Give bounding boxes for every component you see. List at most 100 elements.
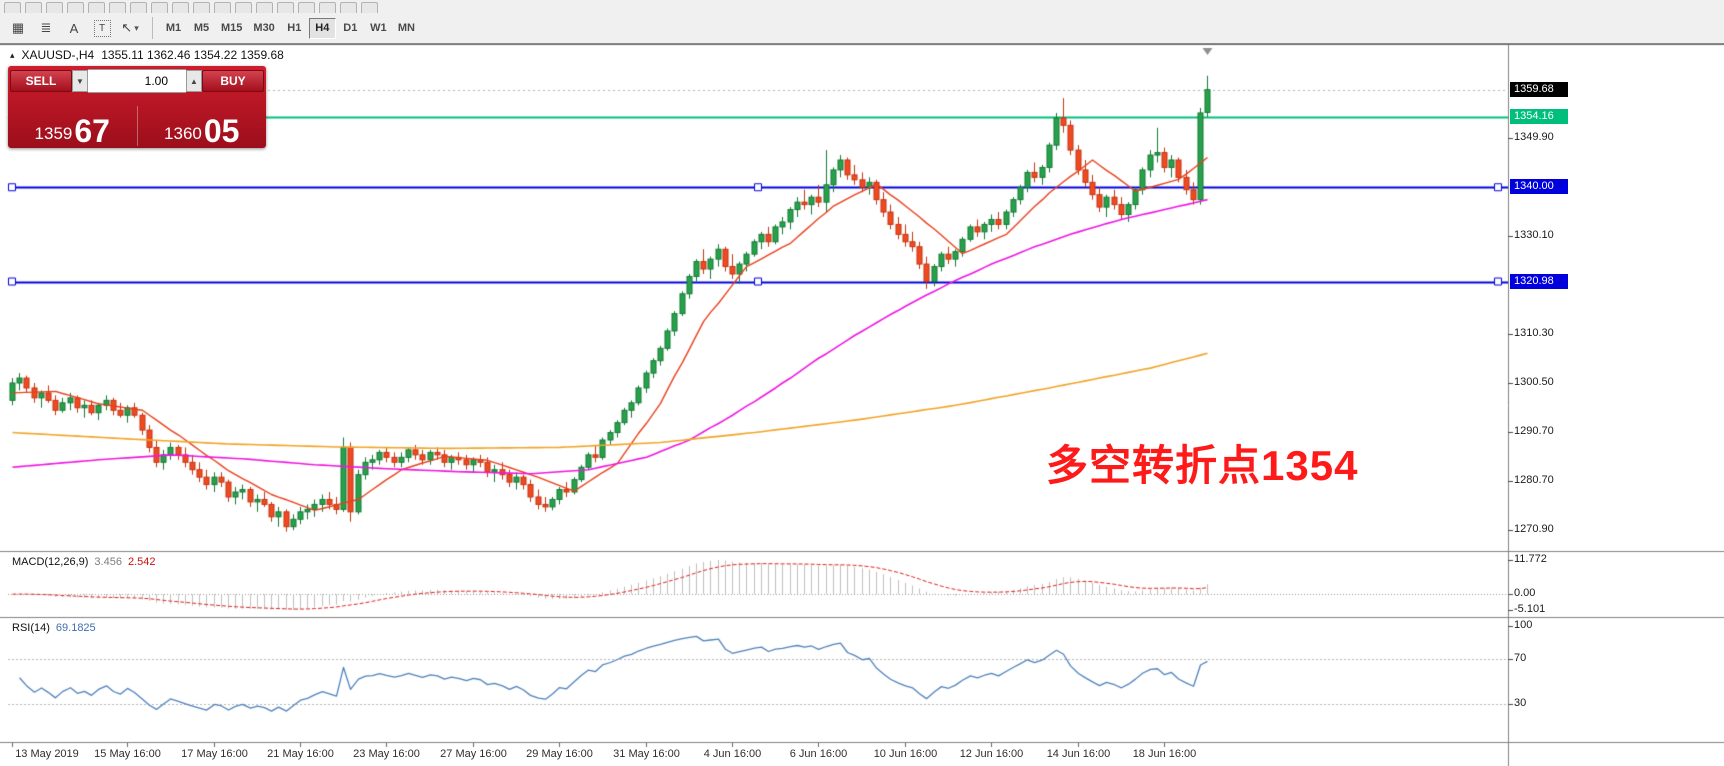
profiles-icon[interactable] [172,2,189,13]
indicators-button[interactable]: ▦ [5,16,31,40]
time-axis-label: 17 May 16:00 [181,748,248,760]
new-chart-icon[interactable] [151,2,168,13]
zoom-out-icon[interactable] [298,2,315,13]
strategy-tester-icon[interactable] [130,2,147,13]
macd-scale-label: 11.772 [1514,553,1547,565]
time-axis-label: 14 Jun 16:00 [1046,748,1111,760]
time-axis[interactable]: 13 May 2019 15 May 16:00 17 May 16:00 21 Ma… [0,742,1508,766]
new-order-icon[interactable] [4,2,21,13]
rsi-indicator-label: RSI(14) 69.1825 [12,622,96,634]
time-axis-label: 27 May 16:00 [440,748,507,760]
market-watch-icon[interactable] [46,2,63,13]
timeframe-button-m1[interactable]: M1 [160,18,187,39]
price-divider [136,106,138,146]
rsi-value: 69.1825 [55,622,96,634]
price-tick-label: 1330.10 [1514,229,1554,242]
toolbar-separator [152,17,153,39]
bid-price-main: 1359 [34,124,73,143]
charts-icon[interactable] [25,2,42,13]
text-box-button[interactable]: T [89,16,115,40]
time-axis-label: 29 May 16:00 [526,748,593,760]
level-price-label-1[interactable]: 1340.00 [1510,179,1568,195]
macd-indicator-label: MACD(12,26,9) 3.456 2.542 [12,556,155,568]
price-tick-label: 1270.90 [1514,522,1554,535]
trade-widget-controls: SELL ▼ ▲ BUY [8,66,266,94]
one-click-trading-widget: SELL ▼ ▲ BUY 1359 67 1360 05 [8,66,266,148]
time-axis-label: 21 May 16:00 [267,748,334,760]
timeframe-button-h4[interactable]: H4 [308,17,336,39]
period-icon[interactable] [361,2,378,13]
chart-candle-icon[interactable] [235,2,252,13]
time-axis-label: 15 May 16:00 [94,748,161,760]
timeframe-button-w1[interactable]: W1 [365,18,392,39]
zoom-in-icon[interactable] [277,2,294,13]
terminal-icon[interactable] [109,2,126,13]
volume-decrease-button[interactable]: ▼ [72,70,88,92]
sell-button[interactable]: SELL [10,70,72,92]
rsi-scale-label: 70 [1514,652,1527,665]
timeframe-button-mn[interactable]: MN [393,18,420,39]
macd-signal-value: 2.542 [127,556,156,568]
time-axis-label: 6 Jun 16:00 [789,748,848,760]
price-tick-label: 1310.30 [1514,327,1554,340]
objects-list-icon: ≣ [40,20,52,35]
current-price-label: 1359.68 [1510,81,1568,97]
chart-annotation-text[interactable]: 多空转折点1354 [1046,442,1359,489]
symbol-label: XAUUSD-,H4 [21,48,95,62]
chart-toolbar: ▦ ≣ A T ↖ ▾ M1 M5 M15 M30 H1 H4 D1 W1 MN [0,13,1724,43]
bid-price-pips: 67 [74,113,110,149]
pane-separator[interactable] [0,549,1724,554]
macd-main-value: 3.456 [94,556,122,568]
indicators-list-icon[interactable] [340,2,357,13]
bid-price: 1359 67 [12,113,133,149]
chevron-down-icon: ▾ [134,22,139,33]
volume-input[interactable] [88,69,186,93]
macd-label: MACD(12,26,9) [12,556,89,568]
level-price-label-0[interactable]: 1354.16 [1510,109,1568,125]
timeframe-button-m30[interactable]: M30 [248,18,279,39]
time-axis-label: 18 Jun 16:00 [1132,748,1197,760]
tile-windows-icon[interactable] [319,2,336,13]
text-label-icon: A [69,20,79,36]
timeframe-toolbar: M1 M5 M15 M30 H1 H4 D1 W1 MN [160,17,421,39]
rsi-scale-label: 30 [1514,697,1527,709]
ask-price-main: 1360 [164,124,202,143]
timeframe-button-d1[interactable]: D1 [337,18,364,39]
macd-scale-label: 0.00 [1514,587,1536,600]
price-scale[interactable]: 1349.90 1330.10 1310.30 1300.50 1290.70 1280.… [1508,44,1724,766]
trade-widget-prices: 1359 67 1360 05 [8,94,266,151]
timeframe-button-m15[interactable]: M15 [216,18,247,39]
objects-list-button[interactable]: ≣ [33,16,59,40]
time-axis-label: 10 Jun 16:00 [873,748,938,760]
time-axis-label: 23 May 16:00 [353,748,420,760]
time-axis-label: 4 Jun 16:00 [703,748,762,760]
ask-price: 1360 05 [142,115,263,147]
buy-button[interactable]: BUY [202,70,264,92]
autotrading-icon[interactable] [193,2,210,13]
text-box-icon: T [93,19,111,37]
timeframe-button-h1[interactable]: H1 [281,18,308,39]
rsi-label: RSI(14) [12,622,50,634]
text-label-button[interactable]: A [61,16,87,40]
collapse-arrow-icon[interactable]: ▴ [10,49,15,60]
time-axis-label: 12 Jun 16:00 [959,748,1024,760]
price-tick-label: 1349.90 [1514,131,1554,144]
price-tick-label: 1290.70 [1514,424,1554,437]
timeframe-button-m5[interactable]: M5 [188,18,215,39]
data-window-icon[interactable] [67,2,84,13]
ohlc-values: 1355.11 1362.46 1354.22 1359.68 [101,48,284,62]
level-price-label-2[interactable]: 1320.98 [1510,273,1568,289]
pane-separator[interactable] [0,615,1724,620]
cursor-mode-button[interactable]: ↖ ▾ [117,16,143,40]
chart-bar-icon[interactable] [214,2,231,13]
price-tick-label: 1300.50 [1514,376,1554,388]
volume-increase-button[interactable]: ▲ [186,70,202,92]
price-tick-label: 1280.70 [1514,474,1554,487]
cursor-icon: ↖ [121,20,133,35]
toolbar: ▦ ≣ A T ↖ ▾ M1 M5 M15 M30 H1 H4 D1 W1 MN [0,0,1724,44]
time-axis-label: 31 May 16:00 [613,748,680,760]
chart-line-icon[interactable] [256,2,273,13]
navigator-icon[interactable] [88,2,105,13]
top-toolbar [0,0,1724,13]
